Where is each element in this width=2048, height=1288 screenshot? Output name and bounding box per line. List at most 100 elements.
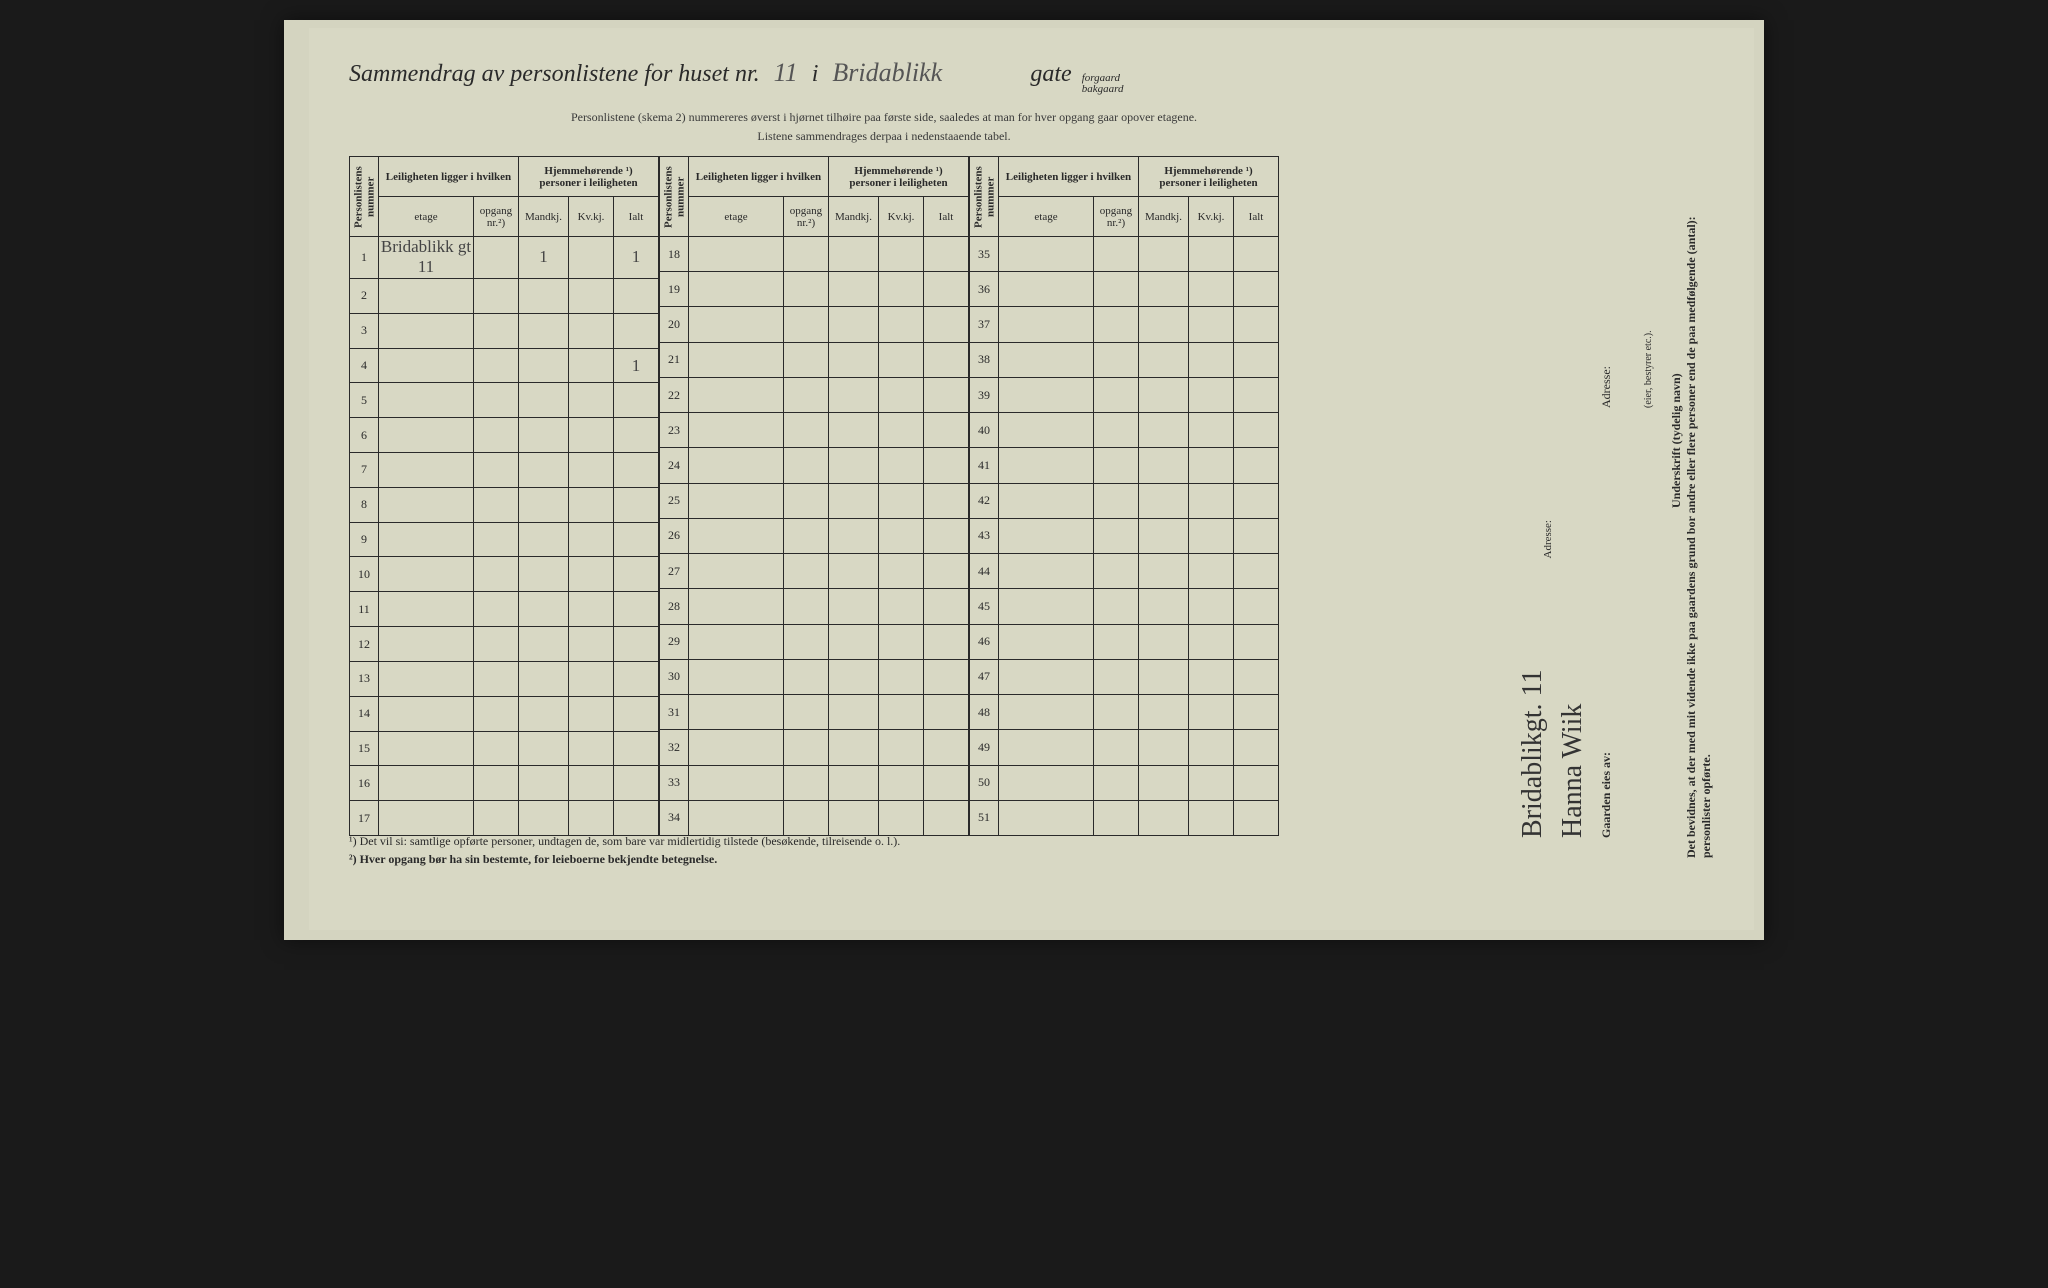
row-number: 31 <box>660 695 689 730</box>
table-row: 41 <box>970 448 1279 483</box>
cell-etage <box>999 272 1094 307</box>
row-number: 19 <box>660 272 689 307</box>
cell-etage <box>999 307 1094 342</box>
cell-kvkj <box>569 731 614 766</box>
table-row: 23 <box>660 413 969 448</box>
table-row: 24 <box>660 448 969 483</box>
cell-kvkj <box>879 765 924 800</box>
row-number: 2 <box>350 278 379 313</box>
row-number: 32 <box>660 730 689 765</box>
row-number: 25 <box>660 483 689 518</box>
cell-ialt <box>614 592 659 627</box>
cell-kvkj <box>879 554 924 589</box>
table-row: 3 <box>350 313 659 348</box>
cell-ialt <box>614 661 659 696</box>
table-row: 16 <box>350 766 659 801</box>
cell-kvkj <box>879 307 924 342</box>
cell-ialt <box>924 589 969 624</box>
table-row: 43 <box>970 518 1279 553</box>
cell-mandkj <box>519 627 569 662</box>
cell-ialt <box>924 730 969 765</box>
cell-mandkj <box>519 453 569 488</box>
cell-opgang <box>474 278 519 313</box>
row-number: 12 <box>350 627 379 662</box>
cell-mandkj <box>1139 695 1189 730</box>
cell-etage <box>689 765 784 800</box>
row-number: 34 <box>660 800 689 835</box>
row-number: 11 <box>350 592 379 627</box>
col-ialt: Ialt <box>924 197 969 237</box>
col-kvkj: Kv.kj. <box>879 197 924 237</box>
cell-ialt: 1 <box>614 348 659 383</box>
cell-mandkj <box>1139 589 1189 624</box>
cell-ialt <box>924 413 969 448</box>
cell-opgang <box>784 413 829 448</box>
cell-opgang <box>784 483 829 518</box>
table-row: 31 <box>660 695 969 730</box>
row-number: 43 <box>970 518 999 553</box>
row-number: 38 <box>970 342 999 377</box>
cell-kvkj <box>569 696 614 731</box>
row-number: 3 <box>350 313 379 348</box>
cell-kvkj <box>1189 448 1234 483</box>
cell-etage <box>379 661 474 696</box>
bakgaard-label: bakgaard <box>1082 84 1124 95</box>
cell-opgang <box>474 801 519 836</box>
col-leiligheten: Leiligheten ligger i hvilken <box>379 157 519 197</box>
cell-kvkj <box>879 448 924 483</box>
table-row: 45 <box>970 589 1279 624</box>
col-mandkj: Mandkj. <box>519 197 569 237</box>
col-personlistens: Personlistens nummer <box>350 157 379 237</box>
cell-mandkj <box>829 272 879 307</box>
cell-kvkj <box>569 237 614 279</box>
cell-ialt <box>1234 554 1279 589</box>
cell-opgang <box>1094 800 1139 835</box>
cell-ialt <box>924 659 969 694</box>
footnotes: ¹) Det vil si: samtlige opførte personer… <box>349 834 1419 867</box>
cell-ialt <box>924 483 969 518</box>
cell-kvkj <box>569 592 614 627</box>
cell-opgang <box>784 730 829 765</box>
table-row: 39 <box>970 377 1279 412</box>
cell-etage <box>999 695 1094 730</box>
cell-opgang <box>784 518 829 553</box>
cell-opgang <box>1094 589 1139 624</box>
cell-etage <box>689 518 784 553</box>
cell-ialt <box>614 627 659 662</box>
cell-ialt <box>1234 237 1279 272</box>
street-handwritten: Bridablikk <box>824 58 1024 88</box>
cell-etage <box>689 272 784 307</box>
cell-opgang <box>1094 659 1139 694</box>
cell-mandkj <box>829 695 879 730</box>
cell-opgang <box>1094 413 1139 448</box>
cell-mandkj <box>829 377 879 412</box>
cell-mandkj <box>519 731 569 766</box>
page-inner: Sammendrag av personlistene for huset nr… <box>309 28 1754 930</box>
cell-kvkj <box>879 800 924 835</box>
cell-etage <box>379 801 474 836</box>
cell-ialt <box>614 731 659 766</box>
cell-kvkj <box>569 383 614 418</box>
table-row: 49 <box>970 730 1279 765</box>
table-row: 15 <box>350 731 659 766</box>
table-row: 41 <box>350 348 659 383</box>
cell-kvkj <box>879 413 924 448</box>
table-row: 28 <box>660 589 969 624</box>
cell-opgang <box>784 307 829 342</box>
cell-mandkj <box>829 800 879 835</box>
gaard-stack: forgaard bakgaard <box>1082 73 1124 95</box>
col-hjemme: Hjemmehørende ¹) personer i leiligheten <box>1139 157 1279 197</box>
cell-etage <box>689 413 784 448</box>
subtitle-2: Listene sammendrages derpaa i nedenstaae… <box>349 129 1419 144</box>
row-number: 17 <box>350 801 379 836</box>
cell-etage <box>689 483 784 518</box>
row-number: 13 <box>350 661 379 696</box>
row-number: 41 <box>970 448 999 483</box>
col-kvkj: Kv.kj. <box>1189 197 1234 237</box>
cell-opgang <box>784 624 829 659</box>
document-page: Sammendrag av personlistene for huset nr… <box>284 20 1764 940</box>
cell-opgang <box>474 348 519 383</box>
house-number-handwritten: 11 <box>766 58 806 88</box>
cell-mandkj <box>829 307 879 342</box>
cell-kvkj <box>1189 237 1234 272</box>
